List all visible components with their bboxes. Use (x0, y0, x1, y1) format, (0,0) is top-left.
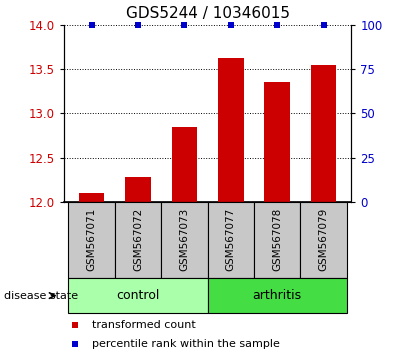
Title: GDS5244 / 10346015: GDS5244 / 10346015 (125, 6, 290, 21)
Text: transformed count: transformed count (92, 320, 196, 330)
Bar (254, 202, 300, 278)
Bar (311, 64, 336, 202)
Text: percentile rank within the sample: percentile rank within the sample (92, 339, 280, 349)
Text: control: control (116, 289, 159, 302)
Bar (264, 82, 290, 202)
Text: GSM567078: GSM567078 (272, 208, 282, 272)
Bar (125, 177, 151, 202)
Text: GSM567072: GSM567072 (133, 208, 143, 272)
Text: GSM567079: GSM567079 (319, 208, 328, 272)
Bar (79, 193, 104, 202)
Text: GSM567077: GSM567077 (226, 208, 236, 272)
Bar (208, 202, 254, 278)
Text: arthritis: arthritis (253, 289, 302, 302)
Bar (115, 202, 161, 278)
Text: disease state: disease state (4, 291, 78, 301)
Bar (218, 58, 243, 202)
Bar (161, 202, 208, 278)
Text: GSM567071: GSM567071 (87, 208, 97, 272)
Bar (68, 278, 208, 313)
Bar (208, 278, 347, 313)
Bar (68, 202, 115, 278)
Bar (172, 127, 197, 202)
Text: GSM567073: GSM567073 (179, 208, 189, 272)
Bar (300, 202, 347, 278)
